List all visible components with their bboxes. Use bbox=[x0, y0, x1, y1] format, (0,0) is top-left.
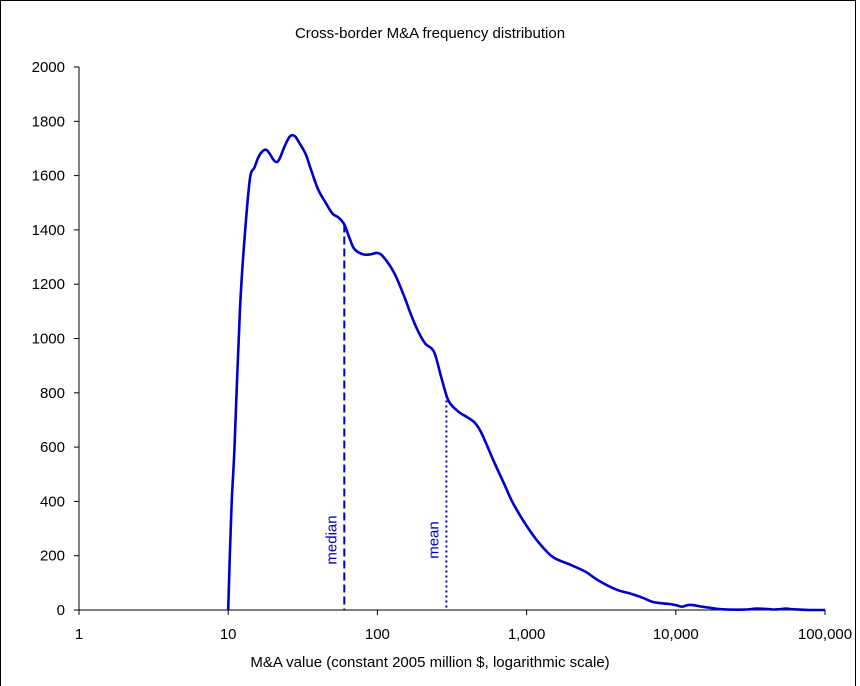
mean-marker-label: mean bbox=[425, 521, 442, 559]
x-tick-label: 100 bbox=[365, 626, 390, 643]
x-axis-label: M&A value (constant 2005 million $, loga… bbox=[250, 654, 610, 671]
y-tick-label: 1600 bbox=[32, 168, 65, 185]
x-tick-label: 10,000 bbox=[653, 626, 699, 643]
y-axis-ticks: 0 200 400 600 800 1000 1200 1400 1600 1800 2000 bbox=[32, 59, 79, 619]
x-tick-label: 10 bbox=[220, 626, 237, 643]
x-axis-ticks: 1 10 100 1,000 10,000 100,000 bbox=[75, 610, 852, 643]
y-tick-label: 1800 bbox=[32, 113, 65, 130]
y-tick-label: 1400 bbox=[32, 222, 65, 239]
markers: median mean bbox=[323, 224, 448, 610]
x-tick-label: 1,000 bbox=[508, 626, 546, 643]
y-tick-label: 0 bbox=[57, 602, 65, 619]
series-layer bbox=[226, 133, 825, 612]
y-tick-label: 1200 bbox=[32, 276, 65, 293]
chart-title: Cross-border M&A frequency distribution bbox=[294, 25, 566, 42]
median-marker-label: median bbox=[323, 515, 340, 564]
y-tick-label: 200 bbox=[40, 548, 65, 565]
x-tick-label: 100,000 bbox=[798, 626, 852, 643]
y-tick-label: 600 bbox=[40, 439, 65, 456]
y-tick-label: 800 bbox=[40, 385, 65, 402]
series-line-0 bbox=[226, 133, 825, 612]
y-tick-label: 400 bbox=[40, 493, 65, 510]
y-tick-label: 2000 bbox=[32, 59, 65, 76]
y-tick-label: 1000 bbox=[32, 331, 65, 348]
axes bbox=[78, 67, 825, 611]
x-tick-label: 1 bbox=[75, 626, 83, 643]
